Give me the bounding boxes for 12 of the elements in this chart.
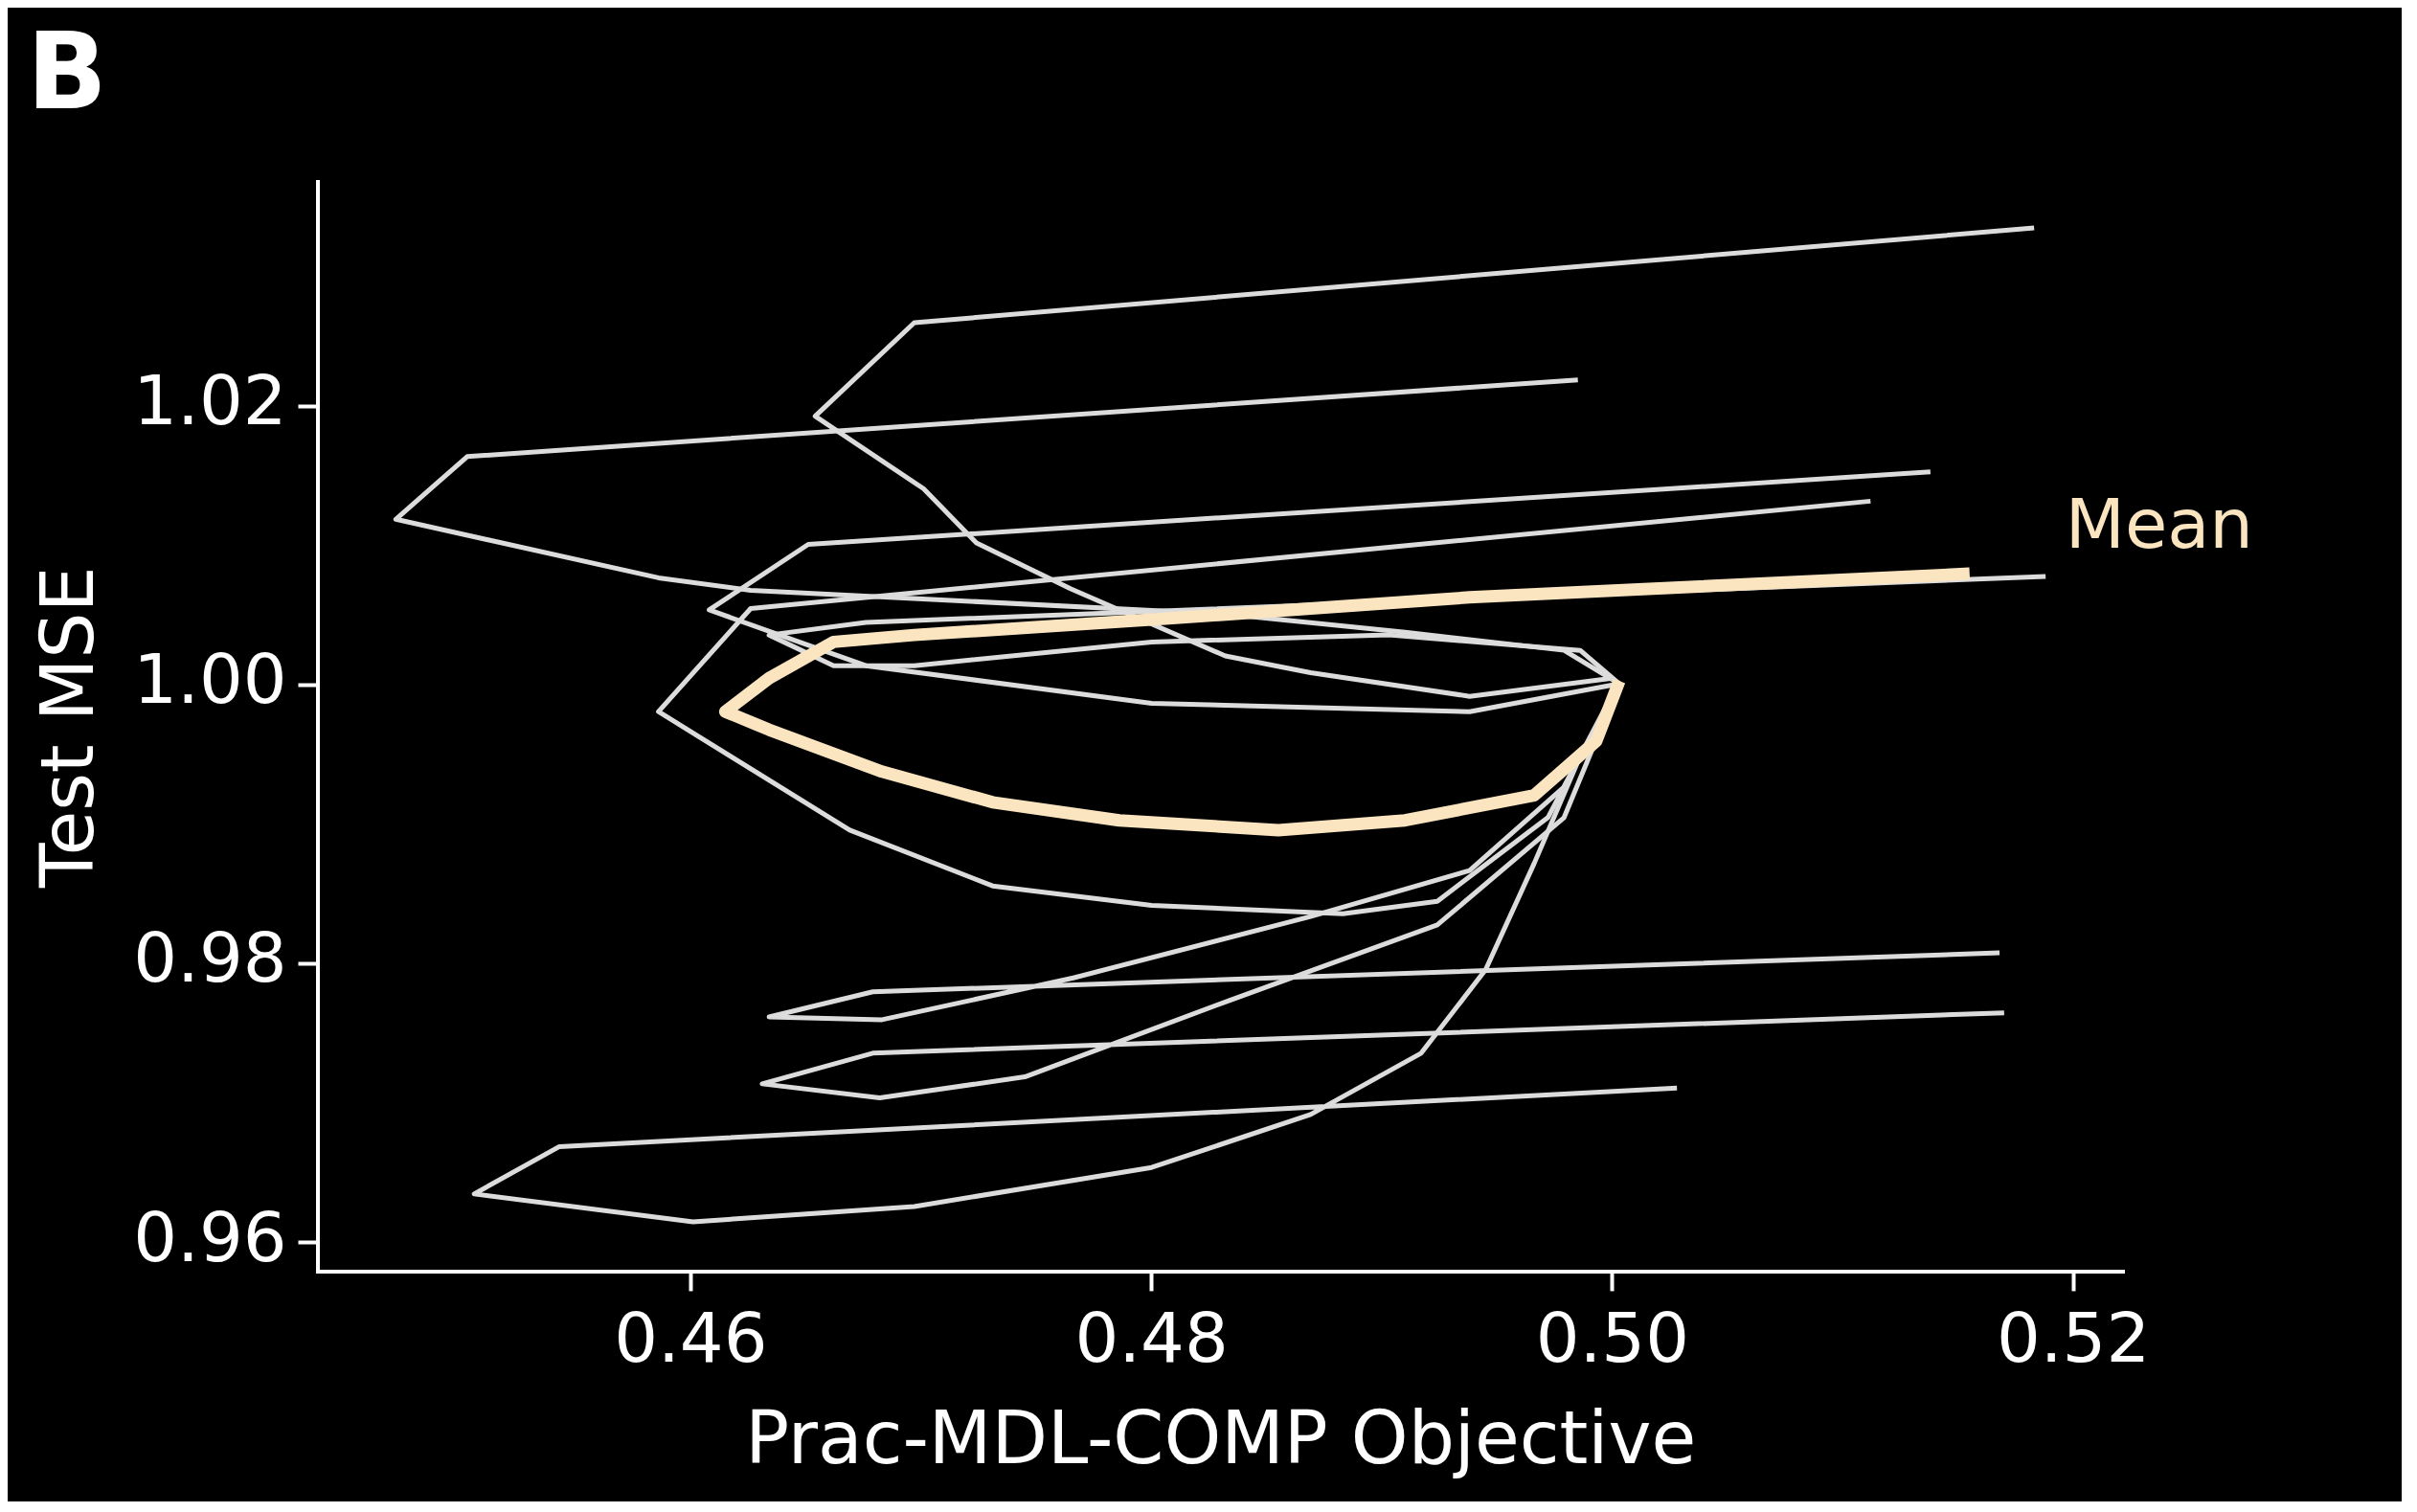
y-tick-label: 0.96 [133,1196,287,1277]
y-axis-title: Test MSE [25,566,111,890]
series-label: Mean [2065,483,2253,564]
chart-title: B [27,10,107,133]
x-tick-label: 0.52 [1996,1298,2151,1379]
x-tick-label: 0.50 [1535,1298,1689,1379]
x-tick-label: 0.46 [614,1298,768,1379]
x-tick-label: 0.48 [1074,1298,1229,1379]
y-tick-label: 1.00 [133,639,287,720]
y-tick-label: 1.02 [133,360,287,441]
y-tick-label: 0.98 [133,917,287,999]
x-axis-title: Prac-MDL-COMP Objective [745,1395,1697,1481]
